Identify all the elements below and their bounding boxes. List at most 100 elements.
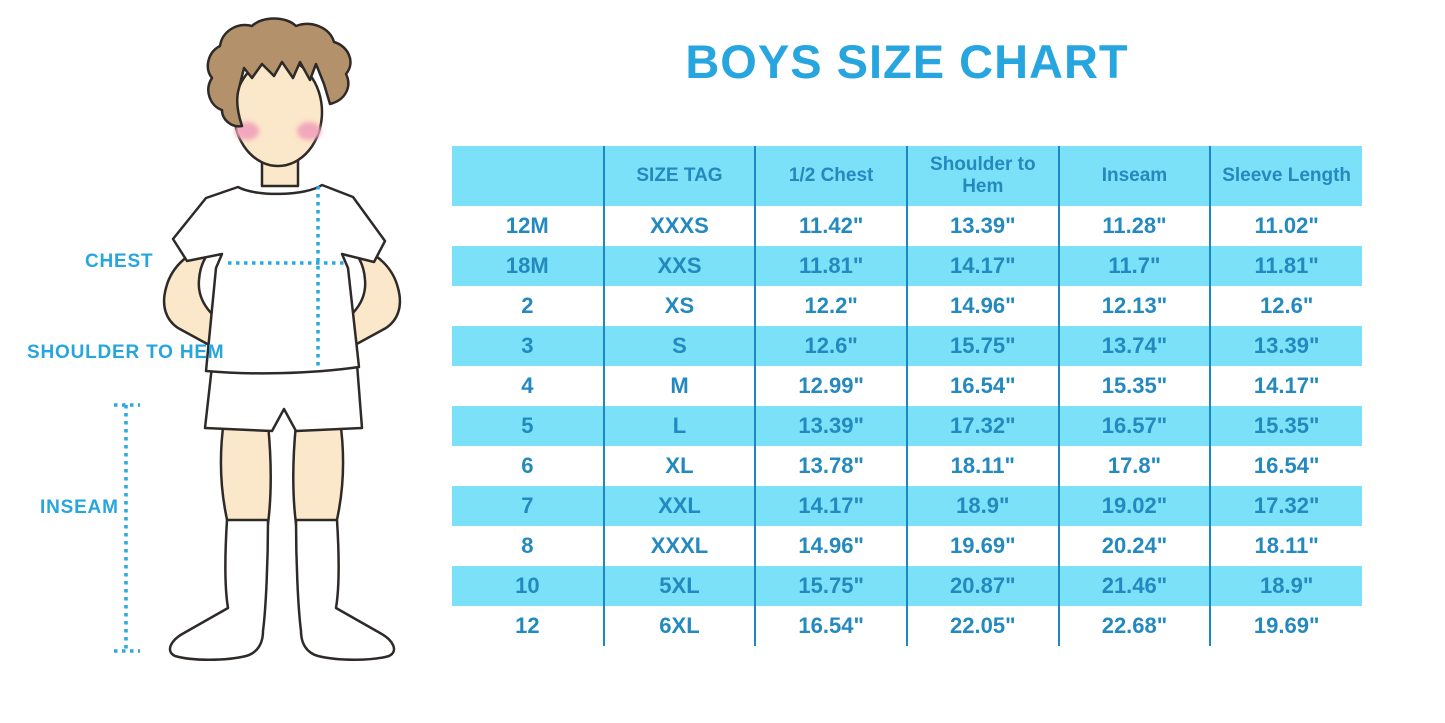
shorts <box>203 362 364 433</box>
t-shirt <box>171 183 387 375</box>
table-cell: 14.96" <box>905 286 1059 326</box>
table-cell: 18M <box>452 246 604 286</box>
column-header: Inseam <box>1057 146 1211 206</box>
column-header: SIZE TAG <box>602 146 756 206</box>
table-cell: 2 <box>521 293 534 318</box>
table-cell: 16.54" <box>754 606 907 646</box>
table-row: 3 S 12.6" 15.75" 13.74" 13.39" <box>452 326 1362 366</box>
table-cell: XXL <box>602 486 756 526</box>
table-cell: 21.46" <box>1057 566 1211 606</box>
column-header <box>452 146 604 206</box>
table-cell: 7 <box>452 486 604 526</box>
table-row: 5 L 13.39" 17.32" 16.57" 15.35" <box>452 406 1362 446</box>
table-row: 8 XXXL 14.96" 19.69" 20.24" 18.11" <box>452 526 1362 566</box>
table-row: 10 5XL 15.75" 20.87" 21.46" 18.9" <box>452 566 1362 606</box>
left-sock <box>168 518 270 661</box>
table-cell: 18.11" <box>1209 526 1362 566</box>
table-cell: 5 <box>452 406 604 446</box>
chest-label: CHEST <box>85 251 154 272</box>
table-cell: 11.28" <box>1057 206 1211 246</box>
hair <box>206 17 352 128</box>
size-table-container: SIZE TAG 1/2 Chest Shoulder to Hem Inseam Sl… <box>452 146 1362 646</box>
table-row: 18M XXS 11.81" 14.17" 11.7" 11.81" <box>452 246 1362 286</box>
table-cell: 12.99" <box>754 366 907 406</box>
table-row: 2 XS 12.2" 14.96" 12.13" 12.6" <box>452 286 1362 326</box>
table-cell: 15.35" <box>1209 406 1362 446</box>
table-cell: 14.96" <box>754 526 907 566</box>
table-cell: 10 <box>452 566 604 606</box>
table-cell: 18.9" <box>905 486 1059 526</box>
right-cheek <box>297 122 321 140</box>
table-cell: 12 <box>515 613 540 638</box>
page-title: BOYS SIZE CHART <box>685 35 1129 88</box>
table-cell: 15.75" <box>905 326 1059 366</box>
table-cell: 6 <box>521 453 534 478</box>
table-cell: 20.24" <box>1057 526 1211 566</box>
table-cell: 12.6" <box>1209 286 1362 326</box>
table-cell: XXS <box>602 246 756 286</box>
table-cell: 3 <box>452 326 604 366</box>
table-cell: 8 <box>521 533 534 558</box>
table-cell: 20.87" <box>905 566 1059 606</box>
table-cell: 14.17" <box>754 486 907 526</box>
size-table: SIZE TAG 1/2 Chest Shoulder to Hem Inseam Sl… <box>452 146 1362 646</box>
table-cell: XL <box>602 446 756 486</box>
right-sock <box>294 518 396 661</box>
table-cell: 12.6" <box>754 326 907 366</box>
size-table-header: SIZE TAG 1/2 Chest Shoulder to Hem Inseam Sl… <box>452 146 1362 206</box>
table-cell: 11.7" <box>1057 246 1211 286</box>
table-cell: 14.17" <box>905 246 1059 286</box>
table-cell: L <box>602 406 756 446</box>
table-cell: 5XL <box>602 566 756 606</box>
table-cell: 15.75" <box>754 566 907 606</box>
table-cell: 16.54" <box>905 366 1059 406</box>
table-cell: 22.68" <box>1057 606 1211 646</box>
table-cell: 13.39" <box>905 206 1059 246</box>
table-cell: XXXS <box>602 206 756 246</box>
table-cell: 19.69" <box>1209 606 1362 646</box>
table-row: 4 M 12.99" 16.54" 15.35" 14.17" <box>452 366 1362 406</box>
table-cell: 13.78" <box>754 446 907 486</box>
table-cell: 13.74" <box>1057 326 1211 366</box>
table-cell: 12M <box>505 213 549 238</box>
table-cell: 22.05" <box>905 606 1059 646</box>
table-cell: 14.17" <box>1209 366 1362 406</box>
table-cell: 13.39" <box>1209 326 1362 366</box>
table-cell: 16.57" <box>1057 406 1211 446</box>
table-row: 12 6XL 16.54" 22.05" 22.68" 19.69" <box>452 606 1362 646</box>
table-cell: 17.8" <box>1057 446 1211 486</box>
boy-illustration <box>114 17 402 661</box>
table-cell: XS <box>602 286 756 326</box>
table-cell: 11.42" <box>754 206 907 246</box>
table-cell: 17.32" <box>905 406 1059 446</box>
table-cell: 13.39" <box>754 406 907 446</box>
inseam-label: INSEAM <box>40 497 119 518</box>
table-cell: 4 <box>521 373 534 398</box>
table-cell: 19.69" <box>905 526 1059 566</box>
right-leg <box>292 418 345 526</box>
left-leg <box>219 418 272 526</box>
table-cell: XXXL <box>602 526 756 566</box>
table-cell: 6XL <box>602 606 756 646</box>
table-row: 7 XXL 14.17" 18.9" 19.02" 17.32" <box>452 486 1362 526</box>
table-row: 12M XXXS 11.42" 13.39" 11.28" 11.02" <box>452 206 1362 246</box>
column-header: Shoulder to Hem <box>905 146 1059 206</box>
table-cell: 18.11" <box>905 446 1059 486</box>
column-header: Sleeve Length <box>1209 146 1362 206</box>
table-cell: 17.32" <box>1209 486 1362 526</box>
column-header: 1/2 Chest <box>754 146 907 206</box>
shoulder-to-hem-label: SHOULDER TO HEM <box>27 342 225 363</box>
table-cell: 16.54" <box>1209 446 1362 486</box>
table-cell: M <box>602 366 756 406</box>
table-cell: 19.02" <box>1057 486 1211 526</box>
size-table-body: 12M XXXS 11.42" 13.39" 11.28" 11.02" 18M XXS 11.… <box>452 206 1362 646</box>
header-row: SIZE TAG 1/2 Chest Shoulder to Hem Inseam Sl… <box>452 146 1362 206</box>
table-cell: 11.81" <box>1209 246 1362 286</box>
table-cell: S <box>602 326 756 366</box>
table-cell: 15.35" <box>1057 366 1211 406</box>
table-row: 6 XL 13.78" 18.11" 17.8" 16.54" <box>452 446 1362 486</box>
table-cell: 11.02" <box>1209 206 1362 246</box>
table-cell: 11.81" <box>754 246 907 286</box>
table-cell: 12.2" <box>754 286 907 326</box>
